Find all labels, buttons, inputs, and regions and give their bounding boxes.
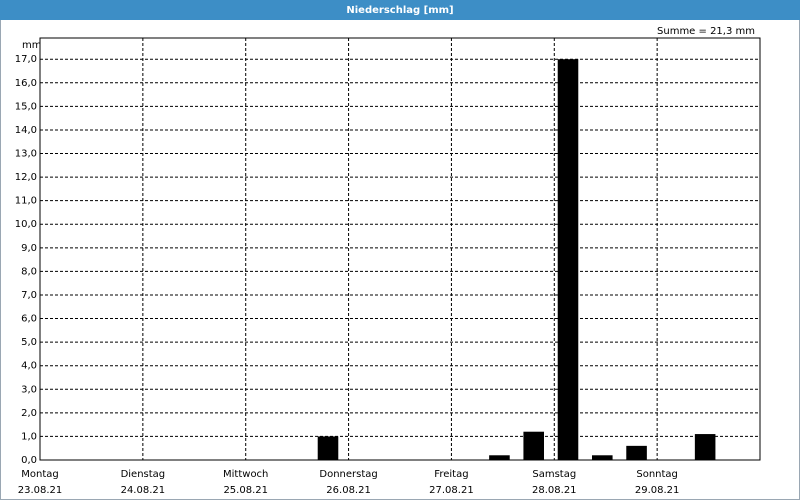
x-tick-date: 27.08.21 xyxy=(429,485,474,496)
y-tick-label: 8,0 xyxy=(21,266,37,277)
x-tick-label: Donnerstag xyxy=(319,469,377,480)
y-tick-label: 9,0 xyxy=(21,243,37,254)
y-tick-label: 16,0 xyxy=(15,78,37,89)
title-bar xyxy=(0,0,800,20)
bar xyxy=(694,434,716,460)
y-tick-label: 13,0 xyxy=(15,149,37,160)
y-tick-label: 11,0 xyxy=(15,196,37,207)
x-tick-date: 29.08.21 xyxy=(635,485,680,496)
x-tick-label: Dienstag xyxy=(121,469,166,480)
y-tick-label: 15,0 xyxy=(15,101,37,112)
y-tick-label: 3,0 xyxy=(21,384,37,395)
y-tick-label: 5,0 xyxy=(21,337,37,348)
x-tick-label: Mittwoch xyxy=(223,469,268,480)
x-tick-date: 23.08.21 xyxy=(18,485,63,496)
bar xyxy=(317,436,339,460)
y-axis-label: mm xyxy=(22,40,41,51)
chart-title: Niederschlag [mm] xyxy=(346,5,453,16)
x-tick-date: 26.08.21 xyxy=(326,485,371,496)
bar xyxy=(592,455,613,460)
y-tick-label: 1,0 xyxy=(21,431,37,442)
x-tick-date: 28.08.21 xyxy=(532,485,577,496)
y-tick-label: 6,0 xyxy=(21,314,37,325)
bar xyxy=(626,445,647,460)
y-tick-label: 12,0 xyxy=(15,172,37,183)
bar xyxy=(557,59,579,461)
x-tick-label: Samstag xyxy=(532,469,576,480)
y-tick-label: 17,0 xyxy=(15,54,37,65)
y-tick-label: 2,0 xyxy=(21,408,37,419)
bar xyxy=(489,455,510,460)
plot-area xyxy=(39,37,761,461)
x-tick-label: Montag xyxy=(21,469,58,480)
x-tick-date: 25.08.21 xyxy=(223,485,268,496)
y-tick-label: 7,0 xyxy=(21,290,37,301)
y-tick-label: 0,0 xyxy=(21,455,37,466)
x-tick-label: Freitag xyxy=(434,469,468,480)
y-tick-label: 14,0 xyxy=(15,125,37,136)
x-tick-label: Sonntag xyxy=(636,469,678,480)
bar xyxy=(523,431,544,460)
y-tick-label: 4,0 xyxy=(21,361,37,372)
x-tick-date: 24.08.21 xyxy=(121,485,166,496)
y-tick-label: 10,0 xyxy=(15,219,37,230)
annotation: Summe = 21,3 mm xyxy=(657,26,755,37)
